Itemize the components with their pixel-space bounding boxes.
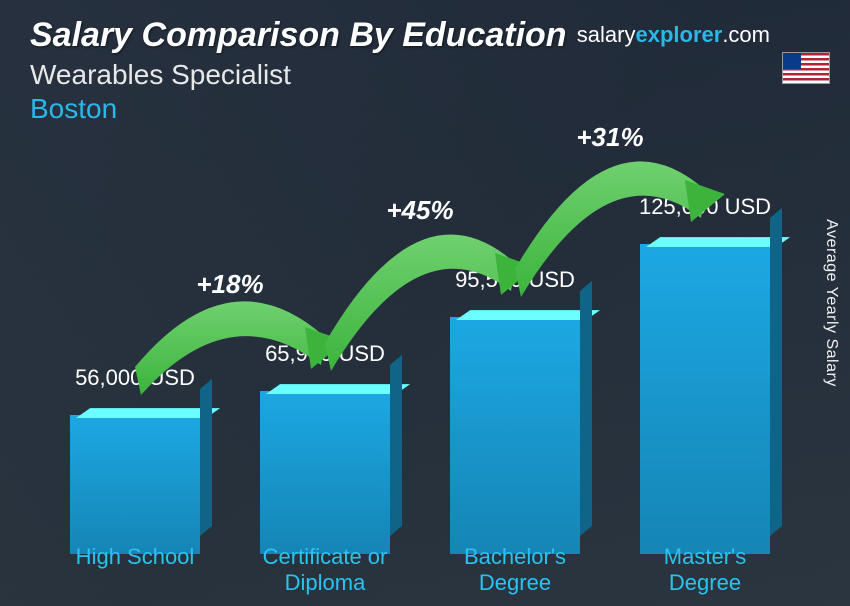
- bar-3: 125,000 USDMaster'sDegree: [630, 194, 780, 536]
- bar-label: Master'sDegree: [664, 544, 746, 597]
- y-axis-label: Average Yearly Salary: [822, 219, 840, 387]
- bar-0: 56,000 USDHigh School: [60, 365, 210, 536]
- bar-label: High School: [76, 544, 195, 570]
- increment-pct: +18%: [196, 269, 263, 299]
- increment-pct: +31%: [576, 122, 643, 152]
- brand-accent: explorer: [635, 22, 722, 47]
- bar-label: Certificate orDiploma: [263, 544, 388, 597]
- bar-1: 65,900 USDCertificate orDiploma: [250, 341, 400, 536]
- location: Boston: [30, 93, 567, 125]
- bar-value: 65,900 USD: [250, 341, 400, 367]
- us-flag-icon: [782, 52, 830, 84]
- brand-logo: salaryexplorer.com: [577, 22, 770, 48]
- bar-label: Bachelor'sDegree: [464, 544, 566, 597]
- bar-chart: 56,000 USDHigh School 65,900 USDCertifica…: [40, 160, 790, 536]
- bar-value: 56,000 USD: [60, 365, 210, 391]
- increment-pct: +45%: [386, 195, 453, 225]
- subtitle: Wearables Specialist: [30, 59, 567, 91]
- bar-value: 95,500 USD: [440, 267, 590, 293]
- bar-value: 125,000 USD: [630, 194, 780, 220]
- page-title: Salary Comparison By Education: [30, 16, 567, 55]
- bar-2: 95,500 USDBachelor'sDegree: [440, 267, 590, 536]
